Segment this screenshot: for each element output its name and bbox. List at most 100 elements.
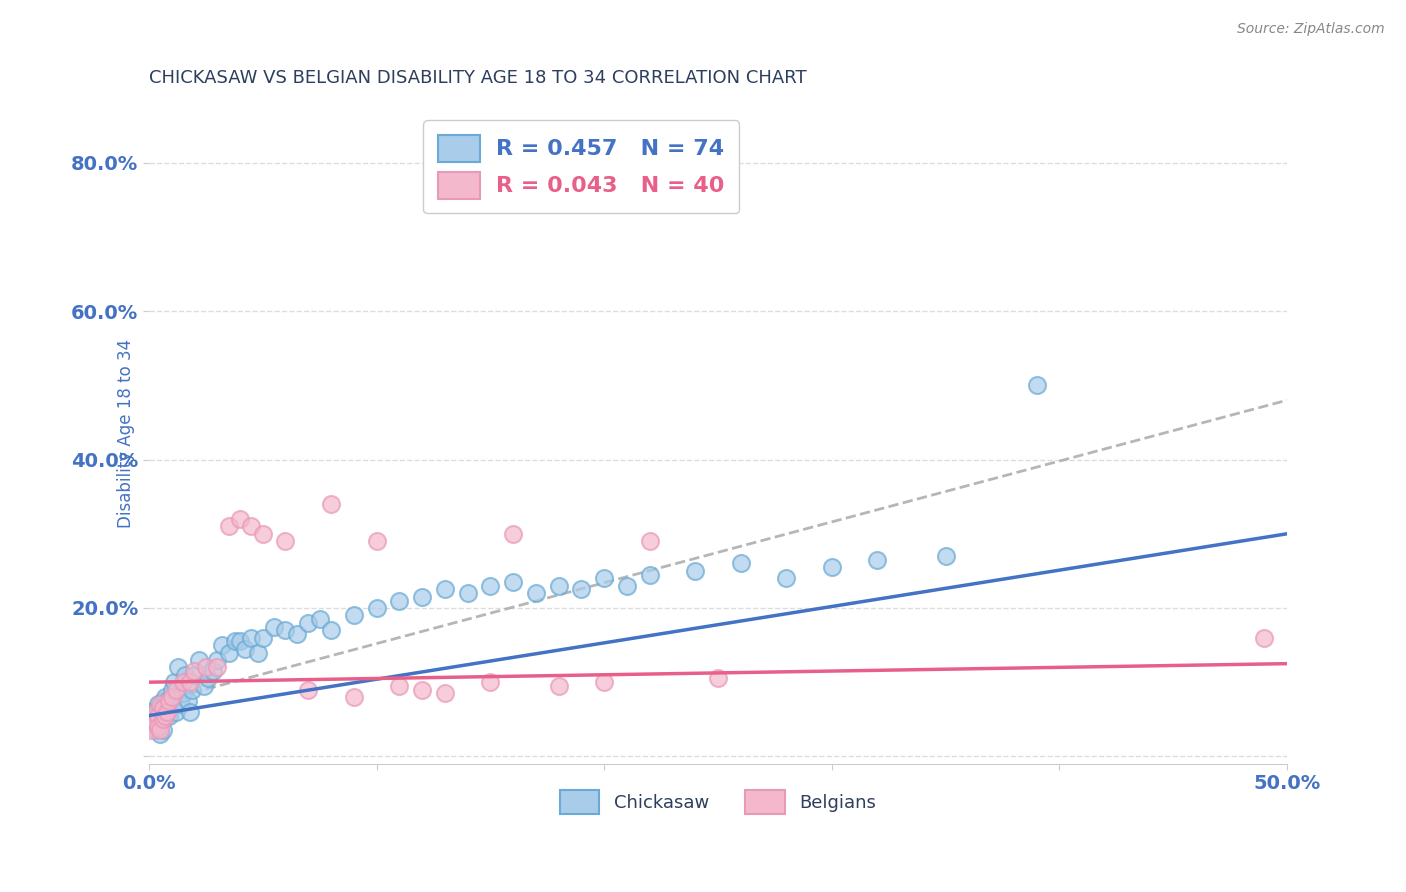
Point bbox=[205, 653, 228, 667]
Point bbox=[240, 519, 263, 533]
Point bbox=[366, 534, 388, 549]
Point bbox=[145, 705, 167, 719]
Point bbox=[524, 586, 547, 600]
Point bbox=[179, 705, 201, 719]
Point bbox=[176, 694, 198, 708]
Point bbox=[285, 627, 308, 641]
Point bbox=[411, 682, 433, 697]
Point bbox=[479, 675, 502, 690]
Point bbox=[149, 723, 172, 738]
Point bbox=[218, 519, 240, 533]
Point bbox=[547, 679, 569, 693]
Point bbox=[160, 690, 183, 704]
Point bbox=[433, 686, 456, 700]
Text: Source: ZipAtlas.com: Source: ZipAtlas.com bbox=[1237, 22, 1385, 37]
Point bbox=[479, 579, 502, 593]
Legend: Chickasaw, Belgians: Chickasaw, Belgians bbox=[553, 783, 883, 821]
Point bbox=[571, 582, 593, 597]
Point bbox=[142, 712, 165, 726]
Point bbox=[240, 631, 263, 645]
Point bbox=[730, 557, 752, 571]
Point bbox=[146, 712, 169, 726]
Point bbox=[146, 720, 169, 734]
Point bbox=[252, 526, 274, 541]
Point bbox=[211, 638, 233, 652]
Point bbox=[181, 682, 204, 697]
Point bbox=[157, 708, 180, 723]
Point bbox=[141, 720, 163, 734]
Point bbox=[145, 723, 167, 738]
Point bbox=[775, 571, 797, 585]
Point bbox=[229, 512, 252, 526]
Point bbox=[297, 682, 319, 697]
Point bbox=[821, 560, 844, 574]
Point bbox=[1253, 631, 1275, 645]
Point bbox=[252, 631, 274, 645]
Point bbox=[193, 679, 215, 693]
Point bbox=[707, 672, 730, 686]
Point bbox=[179, 675, 201, 690]
Point bbox=[616, 579, 638, 593]
Point bbox=[160, 690, 183, 704]
Point bbox=[142, 716, 165, 731]
Point bbox=[146, 698, 169, 712]
Point bbox=[388, 679, 411, 693]
Point bbox=[638, 534, 661, 549]
Point bbox=[156, 705, 179, 719]
Point bbox=[188, 653, 211, 667]
Point bbox=[152, 694, 174, 708]
Point bbox=[156, 705, 179, 719]
Point bbox=[141, 723, 163, 738]
Point bbox=[297, 615, 319, 630]
Point bbox=[183, 664, 205, 678]
Point bbox=[149, 716, 172, 731]
Point bbox=[866, 553, 889, 567]
Point bbox=[146, 708, 169, 723]
Point bbox=[153, 690, 176, 704]
Point bbox=[152, 701, 174, 715]
Point bbox=[502, 526, 524, 541]
Point bbox=[233, 641, 256, 656]
Point bbox=[153, 701, 176, 715]
Point bbox=[343, 608, 366, 623]
Point bbox=[172, 675, 194, 690]
Point bbox=[145, 716, 167, 731]
Point bbox=[149, 705, 172, 719]
Point bbox=[433, 582, 456, 597]
Point bbox=[172, 686, 194, 700]
Point bbox=[229, 634, 252, 648]
Point bbox=[174, 667, 197, 681]
Point bbox=[157, 698, 180, 712]
Point bbox=[142, 720, 165, 734]
Point bbox=[165, 705, 187, 719]
Point bbox=[935, 549, 957, 563]
Point bbox=[165, 682, 187, 697]
Point bbox=[167, 660, 190, 674]
Point bbox=[152, 712, 174, 726]
Point bbox=[157, 694, 180, 708]
Point bbox=[149, 727, 172, 741]
Point bbox=[141, 712, 163, 726]
Point bbox=[308, 612, 330, 626]
Point bbox=[218, 646, 240, 660]
Point bbox=[145, 705, 167, 719]
Point bbox=[343, 690, 366, 704]
Point bbox=[411, 590, 433, 604]
Point bbox=[183, 667, 205, 681]
Point bbox=[502, 574, 524, 589]
Point bbox=[224, 634, 246, 648]
Point bbox=[153, 708, 176, 723]
Point bbox=[593, 675, 616, 690]
Point bbox=[263, 619, 285, 633]
Point bbox=[319, 497, 342, 511]
Point bbox=[593, 571, 616, 585]
Point bbox=[194, 660, 217, 674]
Point bbox=[163, 675, 186, 690]
Point bbox=[683, 564, 706, 578]
Point bbox=[201, 664, 224, 678]
Point bbox=[638, 567, 661, 582]
Point bbox=[388, 593, 411, 607]
Point bbox=[153, 708, 176, 723]
Point bbox=[146, 720, 169, 734]
Point bbox=[152, 712, 174, 726]
